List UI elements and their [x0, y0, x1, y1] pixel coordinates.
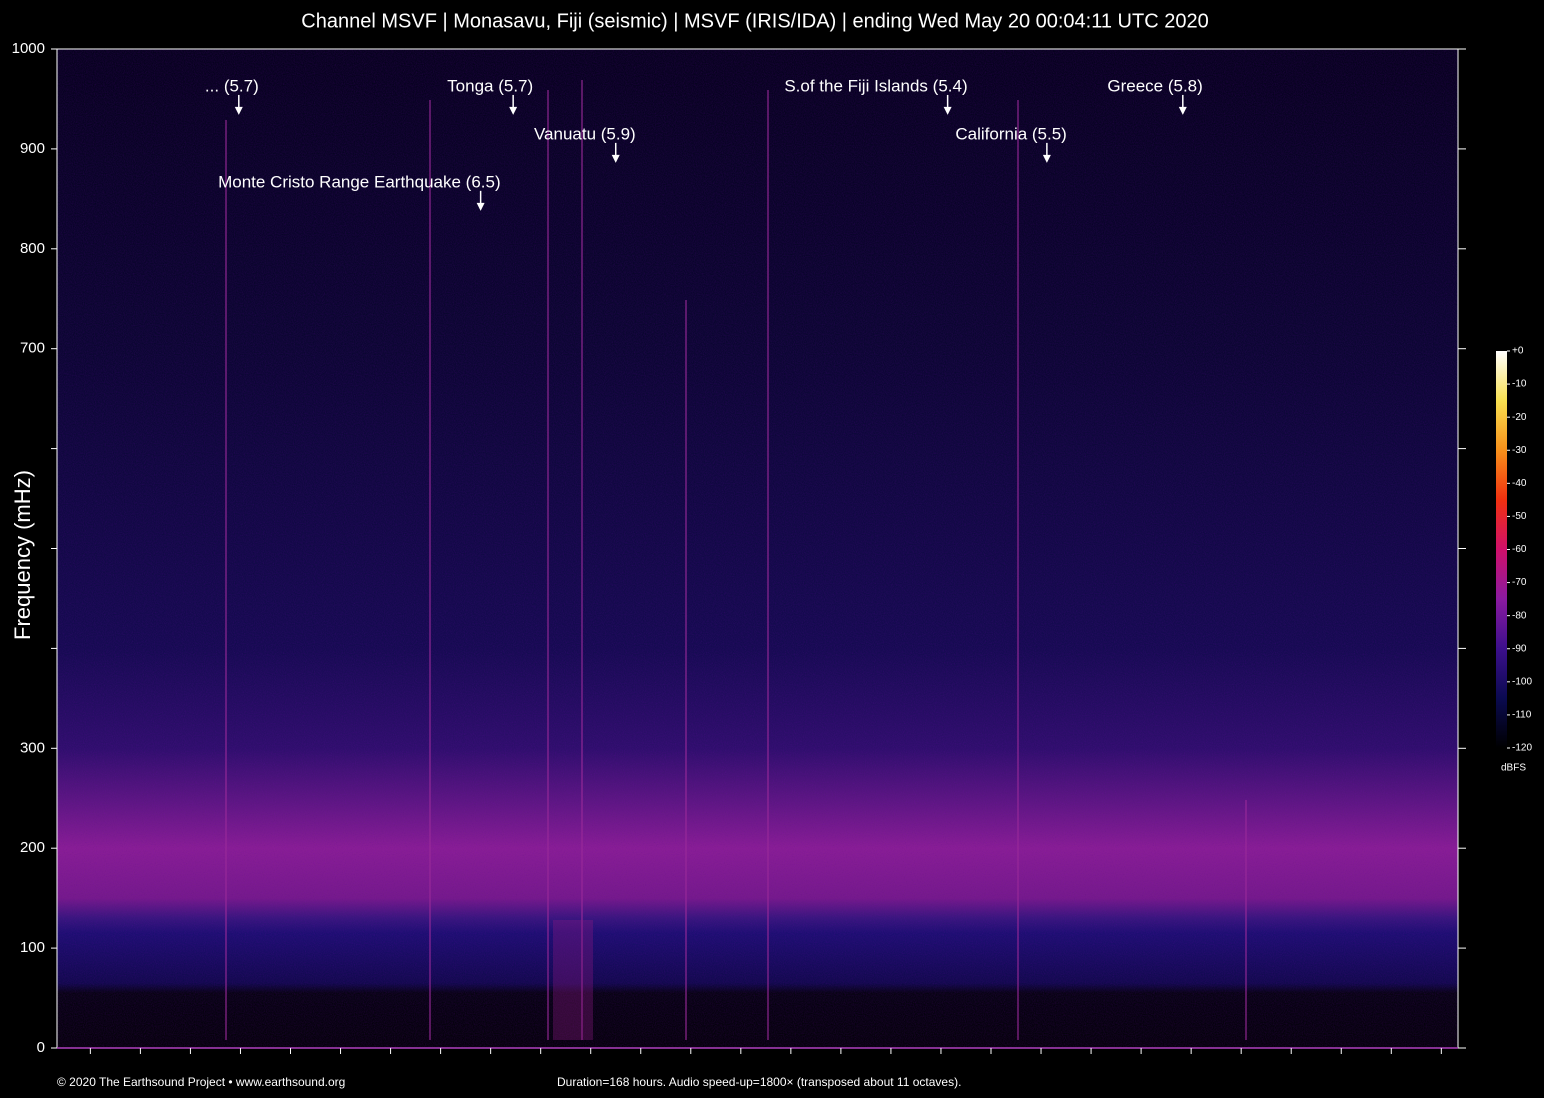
colorbar-tick-label: -20 [1512, 412, 1527, 423]
arrow-head [1178, 106, 1187, 115]
y-tick-label: 1000 [12, 40, 45, 57]
spectrogram [57, 49, 1458, 1048]
colorbar-label: dBFS [1501, 763, 1526, 774]
colorbar-tick-label: -60 [1512, 544, 1527, 555]
arrow-head [1042, 154, 1051, 163]
colorbar-tick-label: -80 [1512, 610, 1527, 621]
colorbar-tick-label: -70 [1512, 577, 1527, 588]
arrow-head [509, 106, 518, 115]
annotation-arrow [509, 94, 518, 115]
colorbar-tick-label: -100 [1512, 676, 1532, 687]
arrow-head [234, 106, 243, 115]
colorbar-tick-label: -50 [1512, 511, 1527, 522]
colorbar-tick-label: -10 [1512, 379, 1527, 390]
colorbar-tick-label: -90 [1512, 643, 1527, 654]
annotation-label: S.of the Fiji Islands (5.4) [784, 76, 967, 95]
colorbar-tick-label: -40 [1512, 478, 1527, 489]
y-tick-label: 100 [20, 939, 45, 956]
colorbar-tick-label: -30 [1512, 445, 1527, 456]
arrow-head [943, 106, 952, 115]
annotation-arrow [234, 94, 243, 115]
arrow-head [611, 154, 620, 163]
y-tick-label: 0 [37, 1039, 45, 1056]
annotation-label: Monte Cristo Range Earthquake (6.5) [218, 172, 501, 191]
y-tick-label: 200 [20, 839, 45, 856]
y-tick-label: 300 [20, 739, 45, 756]
annotation-arrow [611, 142, 620, 163]
arrow-head [476, 202, 485, 211]
credit: © 2020 The Earthsound Project • www.eart… [57, 1075, 345, 1089]
annotation-label: California (5.5) [955, 124, 1067, 143]
annotation-label: ... (5.7) [205, 76, 259, 95]
colorbar-tick-label: -110 [1512, 710, 1532, 721]
y-tick-label: 800 [20, 240, 45, 257]
annotation-arrow [1042, 142, 1051, 163]
annotation-label: Vanuatu (5.9) [534, 124, 636, 143]
chart-title: Channel MSVF | Monasavu, Fiji (seismic) … [301, 10, 1208, 32]
y-axis-label: Frequency (mHz) [10, 470, 35, 640]
colorbar-tick-label: -120 [1512, 743, 1532, 754]
colorbar [1496, 351, 1507, 748]
annotation-arrow [476, 190, 485, 211]
note: Duration=168 hours. Audio speed-up=1800×… [557, 1075, 961, 1089]
y-tick-label: 900 [20, 140, 45, 157]
colorbar-tick-label: +0 [1512, 346, 1524, 357]
annotation-arrow [943, 94, 952, 115]
annotation-arrow [1178, 94, 1187, 115]
y-tick-label: 700 [20, 340, 45, 357]
annotation-label: Tonga (5.7) [447, 76, 533, 95]
annotation-label: Greece (5.8) [1107, 76, 1202, 95]
